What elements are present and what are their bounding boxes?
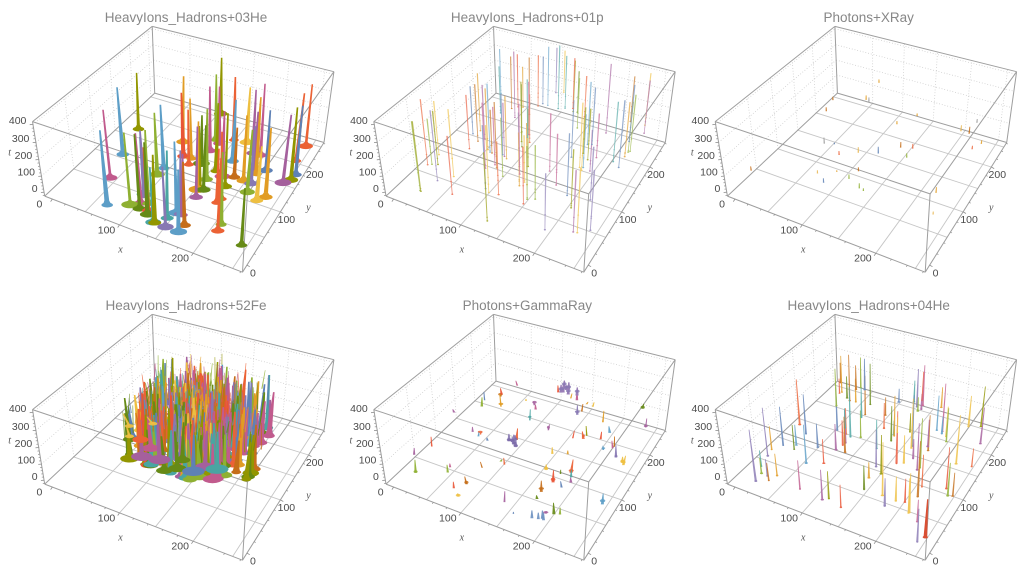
svg-text:0: 0 <box>714 183 720 195</box>
svg-text:0: 0 <box>373 471 379 483</box>
svg-text:t: t <box>8 436 11 447</box>
svg-text:HeavyIons_Hadrons+01p: HeavyIons_Hadrons+01p <box>451 10 604 25</box>
svg-text:200: 200 <box>306 457 324 469</box>
svg-text:y: y <box>647 202 653 213</box>
svg-text:0: 0 <box>714 471 720 483</box>
svg-text:200: 200 <box>697 150 715 162</box>
svg-text:100: 100 <box>17 167 35 179</box>
svg-text:HeavyIons_Hadrons+03He: HeavyIons_Hadrons+03He <box>105 10 267 25</box>
svg-text:200: 200 <box>356 438 374 450</box>
svg-text:t: t <box>691 436 694 447</box>
svg-text:200: 200 <box>647 169 665 181</box>
svg-text:0: 0 <box>591 555 597 567</box>
svg-text:200: 200 <box>989 169 1007 181</box>
svg-text:y: y <box>305 202 311 213</box>
svg-text:200: 200 <box>356 150 374 162</box>
svg-text:300: 300 <box>12 133 30 145</box>
svg-text:200: 200 <box>854 253 872 265</box>
svg-text:100: 100 <box>780 512 798 524</box>
svg-text:y: y <box>647 490 653 501</box>
svg-text:y: y <box>988 202 994 213</box>
svg-text:100: 100 <box>960 214 978 226</box>
svg-text:200: 200 <box>989 457 1007 469</box>
svg-text:100: 100 <box>278 502 296 514</box>
svg-text:100: 100 <box>98 512 116 524</box>
svg-text:0: 0 <box>719 487 725 499</box>
svg-text:x: x <box>800 533 806 544</box>
svg-text:100: 100 <box>619 214 637 226</box>
svg-text:HeavyIons_Hadrons+52Fe: HeavyIons_Hadrons+52Fe <box>106 298 267 313</box>
svg-text:x: x <box>117 533 123 544</box>
svg-text:200: 200 <box>15 438 33 450</box>
svg-text:100: 100 <box>439 512 457 524</box>
svg-text:t: t <box>350 148 353 159</box>
svg-text:200: 200 <box>647 457 665 469</box>
svg-text:0: 0 <box>36 199 42 211</box>
svg-text:0: 0 <box>591 267 597 279</box>
svg-text:200: 200 <box>171 541 189 553</box>
svg-text:t: t <box>350 436 353 447</box>
svg-text:400: 400 <box>692 403 710 415</box>
svg-text:100: 100 <box>700 167 718 179</box>
svg-text:x: x <box>800 245 806 256</box>
svg-text:200: 200 <box>15 150 33 162</box>
svg-text:100: 100 <box>780 224 798 236</box>
svg-text:0: 0 <box>933 555 939 567</box>
svg-text:y: y <box>305 490 311 501</box>
svg-text:Photons+XRay: Photons+XRay <box>823 10 914 25</box>
svg-text:400: 400 <box>692 115 710 127</box>
svg-text:0: 0 <box>719 199 725 211</box>
svg-text:300: 300 <box>353 421 371 433</box>
svg-text:100: 100 <box>359 455 377 467</box>
svg-text:t: t <box>691 148 694 159</box>
svg-text:x: x <box>459 245 465 256</box>
svg-text:400: 400 <box>9 403 27 415</box>
svg-text:0: 0 <box>250 555 256 567</box>
svg-text:0: 0 <box>378 487 384 499</box>
svg-text:0: 0 <box>373 183 379 195</box>
svg-text:100: 100 <box>98 224 116 236</box>
svg-text:100: 100 <box>17 455 35 467</box>
svg-text:t: t <box>8 148 11 159</box>
svg-text:100: 100 <box>700 455 718 467</box>
svg-text:100: 100 <box>359 167 377 179</box>
svg-text:100: 100 <box>278 214 296 226</box>
svg-text:400: 400 <box>9 115 27 127</box>
svg-text:300: 300 <box>12 421 30 433</box>
svg-text:Photons+GammaRay: Photons+GammaRay <box>463 298 593 313</box>
svg-text:0: 0 <box>36 487 42 499</box>
svg-text:300: 300 <box>695 421 713 433</box>
svg-text:0: 0 <box>933 267 939 279</box>
svg-text:300: 300 <box>695 133 713 145</box>
svg-text:100: 100 <box>960 502 978 514</box>
svg-text:x: x <box>459 533 465 544</box>
svg-text:200: 200 <box>306 169 324 181</box>
svg-text:0: 0 <box>32 183 38 195</box>
svg-text:100: 100 <box>439 224 457 236</box>
svg-text:400: 400 <box>350 115 368 127</box>
svg-text:200: 200 <box>854 541 872 553</box>
svg-text:200: 200 <box>697 438 715 450</box>
svg-text:400: 400 <box>350 403 368 415</box>
svg-text:200: 200 <box>513 541 531 553</box>
svg-text:200: 200 <box>513 253 531 265</box>
svg-text:HeavyIons_Hadrons+04He: HeavyIons_Hadrons+04He <box>787 298 949 313</box>
svg-text:100: 100 <box>619 502 637 514</box>
svg-text:y: y <box>988 490 994 501</box>
svg-text:0: 0 <box>250 267 256 279</box>
svg-text:0: 0 <box>378 199 384 211</box>
svg-text:200: 200 <box>171 253 189 265</box>
svg-text:x: x <box>117 245 123 256</box>
svg-text:0: 0 <box>32 471 38 483</box>
svg-text:300: 300 <box>353 133 371 145</box>
